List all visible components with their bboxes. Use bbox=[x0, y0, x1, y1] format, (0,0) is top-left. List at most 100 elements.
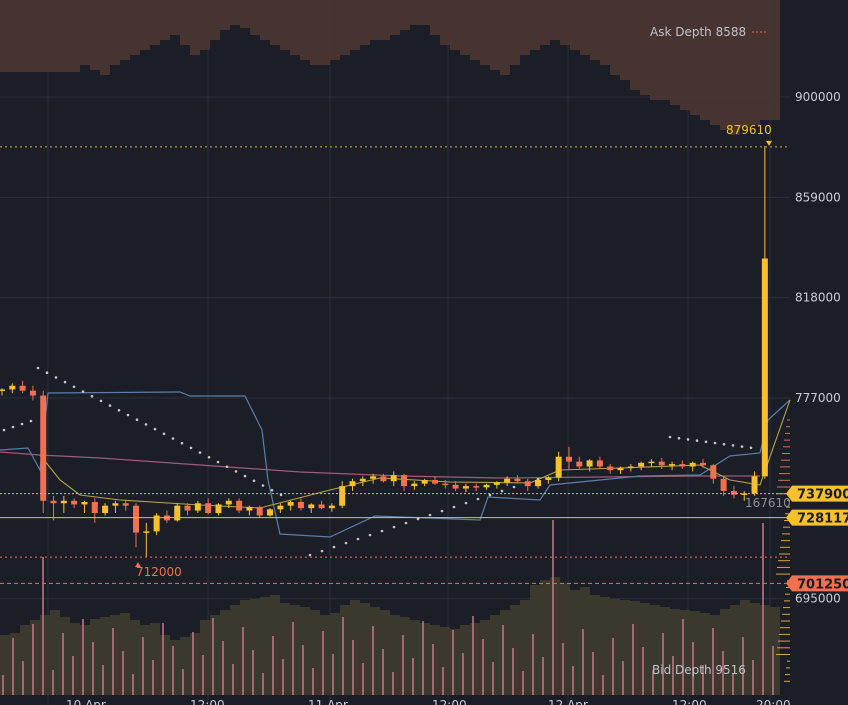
candle-body bbox=[555, 456, 562, 478]
candle-body bbox=[236, 500, 243, 511]
bid-depth-bar bbox=[400, 617, 410, 695]
sar-dot bbox=[686, 438, 690, 441]
ask-depth-bar bbox=[610, 0, 620, 75]
bid-depth-bar bbox=[340, 605, 350, 695]
candle-body bbox=[267, 509, 274, 516]
ask-depth-bar bbox=[310, 0, 320, 65]
ask-depth-bar bbox=[270, 0, 280, 45]
bid-depth-bar bbox=[620, 600, 630, 695]
bid-depth-bar bbox=[680, 610, 690, 695]
ask-depth-bar bbox=[720, 0, 730, 130]
price-badge-label: 701250 bbox=[797, 577, 848, 592]
ask-depth-bar bbox=[390, 0, 400, 35]
sar-dot bbox=[29, 419, 33, 423]
ask-depth-bar bbox=[420, 0, 430, 25]
side-value-label: 167610 bbox=[745, 496, 791, 510]
ask-depth-bar bbox=[280, 0, 290, 50]
candle-body bbox=[411, 483, 418, 487]
candle-body bbox=[19, 385, 26, 391]
candle-body bbox=[586, 460, 593, 467]
bid-depth-bar bbox=[650, 605, 660, 695]
candle-body bbox=[0, 389, 5, 391]
ask-depth-bar bbox=[520, 0, 530, 55]
bid-depth-bar bbox=[710, 615, 720, 695]
ask-depth-bar bbox=[250, 0, 260, 35]
ask-depth-bar bbox=[290, 0, 300, 55]
candle-body bbox=[81, 502, 88, 505]
candle-body bbox=[730, 490, 737, 495]
candle-body bbox=[133, 505, 140, 533]
candle-body bbox=[638, 462, 645, 467]
sar-dot bbox=[488, 493, 492, 497]
candle-body bbox=[535, 479, 542, 487]
bid-depth-bar bbox=[730, 605, 740, 695]
sar-dot bbox=[713, 441, 717, 445]
candle-body bbox=[29, 390, 36, 396]
sar-dot bbox=[252, 479, 256, 483]
sar-dot bbox=[2, 428, 6, 432]
sar-dot bbox=[320, 549, 324, 553]
ask-depth-bar bbox=[710, 0, 720, 125]
candle-body bbox=[359, 478, 366, 482]
bid-depth-bar bbox=[630, 601, 640, 695]
ask-depth-bar bbox=[770, 0, 780, 120]
price-badge: 701250 bbox=[786, 575, 848, 592]
bid-depth-bar bbox=[60, 617, 70, 695]
ask-depth-bar bbox=[30, 0, 40, 72]
sar-dot bbox=[180, 441, 184, 445]
y-tick-label: 777000 bbox=[795, 391, 841, 405]
candle-body bbox=[421, 479, 428, 484]
sar-dot bbox=[677, 436, 681, 440]
bid-depth-bar bbox=[690, 611, 700, 695]
ask-depth-bar bbox=[440, 0, 450, 45]
bid-depth-bar bbox=[120, 613, 130, 695]
bid-depth-bar bbox=[260, 597, 270, 695]
ask-depth-bar bbox=[450, 0, 460, 50]
bid-depth-bar bbox=[70, 623, 80, 695]
bid-depth-bar bbox=[20, 625, 30, 695]
sar-dot bbox=[695, 439, 699, 442]
candle-body bbox=[174, 505, 181, 521]
candle-body bbox=[710, 465, 717, 479]
ma-long-line bbox=[0, 451, 760, 479]
bid-depth-bar bbox=[230, 605, 240, 695]
candle-body bbox=[390, 475, 397, 482]
bid-depth-bar bbox=[350, 600, 360, 695]
candle-body bbox=[246, 506, 253, 511]
sar-dot bbox=[368, 533, 372, 537]
candle-body bbox=[225, 500, 232, 505]
candle-body bbox=[318, 504, 325, 509]
sar-dot bbox=[344, 541, 348, 545]
candle-body bbox=[122, 503, 129, 506]
ask-depth-bar bbox=[480, 0, 490, 65]
bid-depth-bar bbox=[0, 635, 10, 695]
y-tick-label: 859000 bbox=[795, 190, 841, 204]
bid-depth-bar bbox=[510, 605, 520, 695]
bid-depth-bar bbox=[320, 615, 330, 695]
sar-dot bbox=[464, 501, 468, 505]
y-tick-label: 900000 bbox=[795, 90, 841, 104]
price-badge-shape bbox=[786, 485, 848, 502]
candle-body bbox=[339, 486, 346, 506]
ask-depth-bar bbox=[130, 0, 140, 55]
ask-depth-bar bbox=[560, 0, 570, 45]
ask-depth-bar bbox=[170, 0, 180, 35]
bid-depth-bar bbox=[750, 603, 760, 695]
bid-depth-bar bbox=[80, 625, 90, 695]
sar-dot bbox=[81, 390, 85, 393]
bid-depth-bar bbox=[180, 637, 190, 695]
candle-body bbox=[720, 478, 727, 491]
ask-depth-bar bbox=[650, 0, 660, 100]
bid-depth-bar bbox=[360, 603, 370, 695]
ask-depth-bar bbox=[100, 0, 110, 75]
bid-depth-bar bbox=[500, 610, 510, 695]
ask-depth-bar bbox=[350, 0, 360, 50]
bid-depth-bar bbox=[520, 600, 530, 695]
candle-body bbox=[277, 505, 284, 510]
candle-body bbox=[473, 486, 480, 488]
sar-dot bbox=[162, 432, 166, 436]
ask-depth-bar bbox=[40, 0, 50, 72]
candle-body bbox=[308, 504, 315, 509]
ask-depth-bar bbox=[430, 0, 440, 35]
